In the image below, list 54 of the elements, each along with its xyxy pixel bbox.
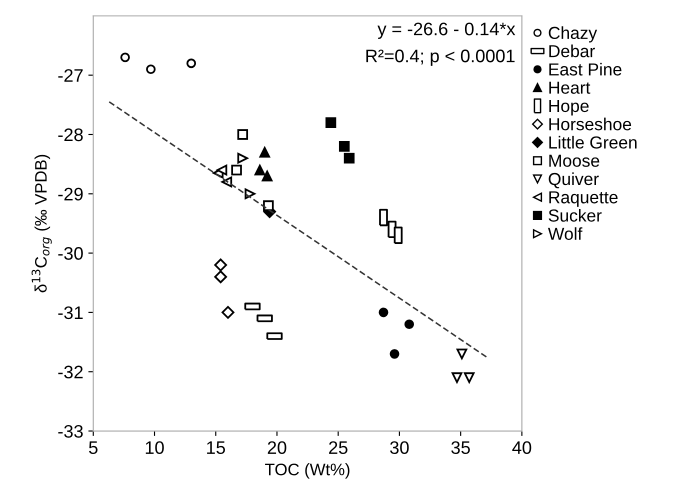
x-axis-title: TOC (Wt%) (265, 463, 350, 479)
point (452, 372, 462, 383)
x-tick-label: 30 (390, 441, 409, 454)
point (344, 152, 355, 164)
legend-label: Little Green (549, 136, 637, 149)
point (390, 349, 400, 359)
legend-label: Raquette (549, 191, 618, 207)
point (378, 308, 388, 318)
legend-label: Moose (549, 154, 600, 167)
legend-label: Heart (549, 82, 590, 94)
point (146, 64, 156, 74)
point (216, 164, 228, 176)
y-tick-label: -32 (58, 366, 83, 378)
point (214, 270, 228, 284)
point (254, 164, 266, 176)
point (237, 129, 248, 140)
point (120, 52, 130, 62)
y-tick-label: -33 (58, 424, 83, 438)
x-tick-label: 40 (512, 441, 532, 454)
annotation: y = -26.6 - 0.14*x (377, 22, 516, 39)
legend-label: Horseshoe (549, 118, 632, 130)
legend-label: Wolf (548, 227, 582, 240)
point (237, 152, 248, 164)
legend-label: Sucker (548, 208, 602, 222)
point (325, 117, 336, 128)
x-tick-label: 25 (329, 441, 348, 454)
point (464, 372, 475, 383)
point (404, 319, 414, 330)
legend-label: Chazy (548, 26, 598, 42)
y-axis-title: δ$^{13}$C$_{org}$ (‰ VPDB) (32, 154, 52, 292)
legend-label: Debar (549, 44, 595, 58)
legend-label: Quiver (548, 172, 599, 188)
x-tick-label: 5 (88, 441, 98, 454)
point (231, 164, 242, 176)
point (262, 170, 273, 182)
y-tick-label: -31 (58, 306, 83, 320)
point (222, 306, 234, 319)
y-tick-label: -28 (58, 128, 83, 142)
legend-label: Hope (549, 100, 589, 116)
point (259, 146, 270, 158)
legend-label: East Pine (549, 62, 622, 76)
y-tick-label: -30 (58, 247, 83, 260)
point (338, 141, 350, 152)
point (456, 348, 468, 360)
point (263, 200, 274, 212)
annotation: R²=0.4; p < 0.0001 (366, 50, 515, 66)
x-tick-label: 15 (207, 441, 226, 454)
x-tick-label: 20 (268, 441, 286, 454)
y-tick-label: -29 (58, 188, 83, 201)
y-tick-label: -27 (58, 69, 83, 82)
x-tick-label: 10 (146, 441, 164, 454)
point (214, 258, 228, 272)
x-tick-label: 35 (451, 441, 470, 454)
point (186, 58, 196, 68)
